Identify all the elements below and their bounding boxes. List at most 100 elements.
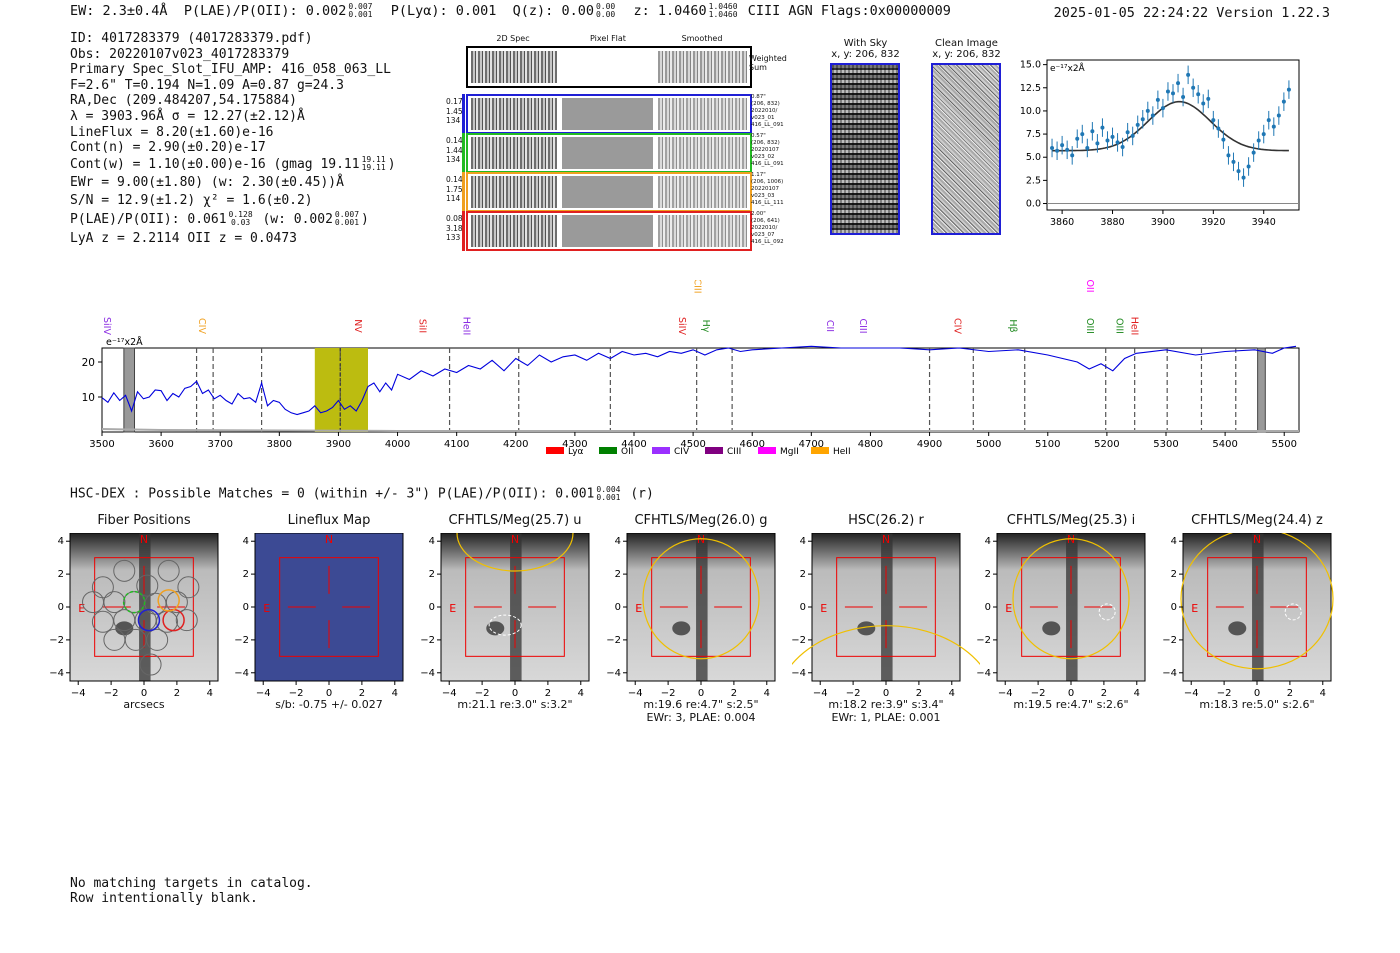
spectrum-xtick-label: 4100 [444,439,469,450]
cutout-north-label: N [140,533,148,546]
spectrum-line-label: NV [352,319,363,333]
cutout-east-label: E [449,602,456,615]
spectrum-line-label: Hγ [700,320,711,333]
cutout-stellar-streak [881,533,893,681]
cutout-ytick-label: 4 [615,536,621,547]
spectrum-xtick-label: 4000 [385,439,410,450]
spectrum-line-label: OIII [1114,318,1125,334]
spectrum-line-label: OII [1084,280,1095,293]
info-contw-lo: 19.11 [361,163,386,173]
spec2d-row-1-stat-1: 0.17 [446,97,463,106]
cutout-title-2: Lineflux Map [287,513,371,528]
fit-plot-point [1160,106,1165,111]
spec2d-row-3-meta-3: 20220107 [751,186,779,192]
fit-plot-point [1211,118,1216,123]
fiber-circle [177,576,200,599]
fit-plot-point [1266,118,1271,123]
cutout-aperture-ellipse [792,625,980,666]
fiber-circle [103,591,126,614]
spec2d-row-3-stat-3: 114 [446,194,461,203]
cutout-north-label: N [511,533,519,546]
weighted-sum-smoothed [658,51,747,83]
cutout-ytick-label: −4 [421,668,435,679]
spec2d-row-1-meta-2: (206, 832) [751,101,780,107]
cutout-ytick-label: −2 [607,635,621,646]
cutout-xtick-label: 4 [949,688,955,699]
spec2d-row-4-marker [462,211,465,251]
cutout-aperture-ellipse [1012,538,1130,660]
cutout-north-label: N [697,533,705,546]
cutout-xtick-label: 0 [512,688,518,699]
cutout-ytick-label: −4 [977,668,991,679]
spectrum-legend-label: CIII [727,447,741,457]
cutout-aperture-box [1021,557,1121,657]
fit-plot-point [1060,143,1065,148]
spectrum-line-label: SiII [417,319,428,333]
fit-plot-ytick-label: 0.0 [1026,199,1041,210]
info-lineflux: LineFlux = 8.20(±1.60)e-16 [70,124,274,140]
cutout-title-7: CFHTLS/Meg(24.4) z [1191,513,1323,528]
cutout-aperture-box [1207,557,1307,657]
spec2d-row-2-stat-3: 134 [446,155,461,164]
cutout-galaxy [1042,621,1061,636]
cutout-xtick-label: −4 [256,688,271,699]
weighted-sum-2d [471,51,557,83]
spectrum-xtick-label: 4700 [799,439,824,450]
info-radec: RA,Dec (209.484207,54.175884) [70,93,297,109]
spec2d-row-3-meta: 1.17" (206, 1006) 20220107 v023_03 416_LL_11… [751,172,796,207]
spectrum-legend-swatch [811,447,829,454]
cutout-panel-3: N E −4 −4 −2 −2 0 0 2 2 4 4 [421,533,590,699]
clean-image-title-text: Clean Image [935,38,998,49]
fiber-circle [146,628,169,651]
fit-plot-ytick-label: 7.5 [1026,129,1041,140]
spec2d-row-1-stat-3: 134 [446,116,461,125]
spec2d-row-4 [466,211,752,251]
fit-plot-point [1206,96,1211,101]
cutout-caption-6: m:19.5 re:4.7" s:2.6" [1013,698,1129,711]
fiber-circle [91,610,114,633]
spectrum-xtick-label: 3900 [326,439,351,450]
spectrum-line-label: HeII [460,317,471,336]
with-sky-title: With Sky x, y: 206, 832 [823,38,908,60]
cutout-caption-7: m:18.3 re:5.0" s:2.6" [1199,698,1315,711]
fit-plot-xtick-label: 3900 [1151,217,1175,228]
fit-plot-ytick-label: 12.5 [1020,83,1041,94]
header-plya: P(Lyα): 0.001 [390,3,497,19]
cutout-xtick-label: −2 [1031,688,1046,699]
spectrum-ytick-label: 20 [82,357,95,369]
info-block: ID: 4017283379 (4017283379.pdf) Obs: 202… [70,31,396,247]
spec2d-row-4-2d [471,215,557,247]
spectrum-xtick-label: 5400 [1212,439,1237,450]
info-contw: Cont(w) = 1.10(±0.00)e-16 (gmag 19.11 19.… [70,155,396,173]
fiber-circle [175,609,198,632]
cutout-xtick-label: −4 [71,688,86,699]
info-lya-z: LyA z = 2.2114 OII z = 0.0473 [70,230,297,246]
fit-plot-point [1286,87,1291,92]
info-plae-hi: 0.128 [228,210,253,220]
fit-plot-point [1281,99,1286,104]
cutout-caption2-5: EWr: 1, PLAE: 0.001 [831,711,941,724]
fiber-circle [113,559,136,582]
cutout-xtick-label: −4 [1184,688,1199,699]
cutout-ytick-label: 0 [615,602,621,613]
cutout-ytick-label: 0 [243,602,249,613]
fit-plot-point [1105,138,1110,143]
cutout-xtick-label: −2 [846,688,861,699]
cutout-xtick-label: −4 [442,688,457,699]
cutout-caption-1: arcsecs [123,698,165,711]
spec2d-row-2-meta-1: 0.57" [751,133,766,139]
cutout-ytick-label: 2 [985,569,991,580]
spec2d-row-4-meta-1: 2.00" [751,211,766,217]
cutout-ytick-label: 4 [429,536,435,547]
header-plae: P(LAE)/P(OII): 0.002 [183,3,347,19]
spectrum-frame [101,347,1300,433]
spec2d-col-title-1: 2D Spec [496,34,530,43]
header-z-hi: 1.0460 [708,2,738,11]
fit-plot-point [1070,153,1075,158]
fit-plot-point [1261,132,1266,137]
info-lambda: λ = 3903.96Å σ = 12.27(±2.12)Å [70,108,305,124]
with-sky-xy: x, y: 206, 832 [831,49,900,60]
spectrum-line-label: HeII [1128,317,1139,336]
weighted-sum-label: Weighted Sum [749,54,787,72]
fit-plot-unit-label: e⁻¹⁷x2Å [1050,62,1086,74]
